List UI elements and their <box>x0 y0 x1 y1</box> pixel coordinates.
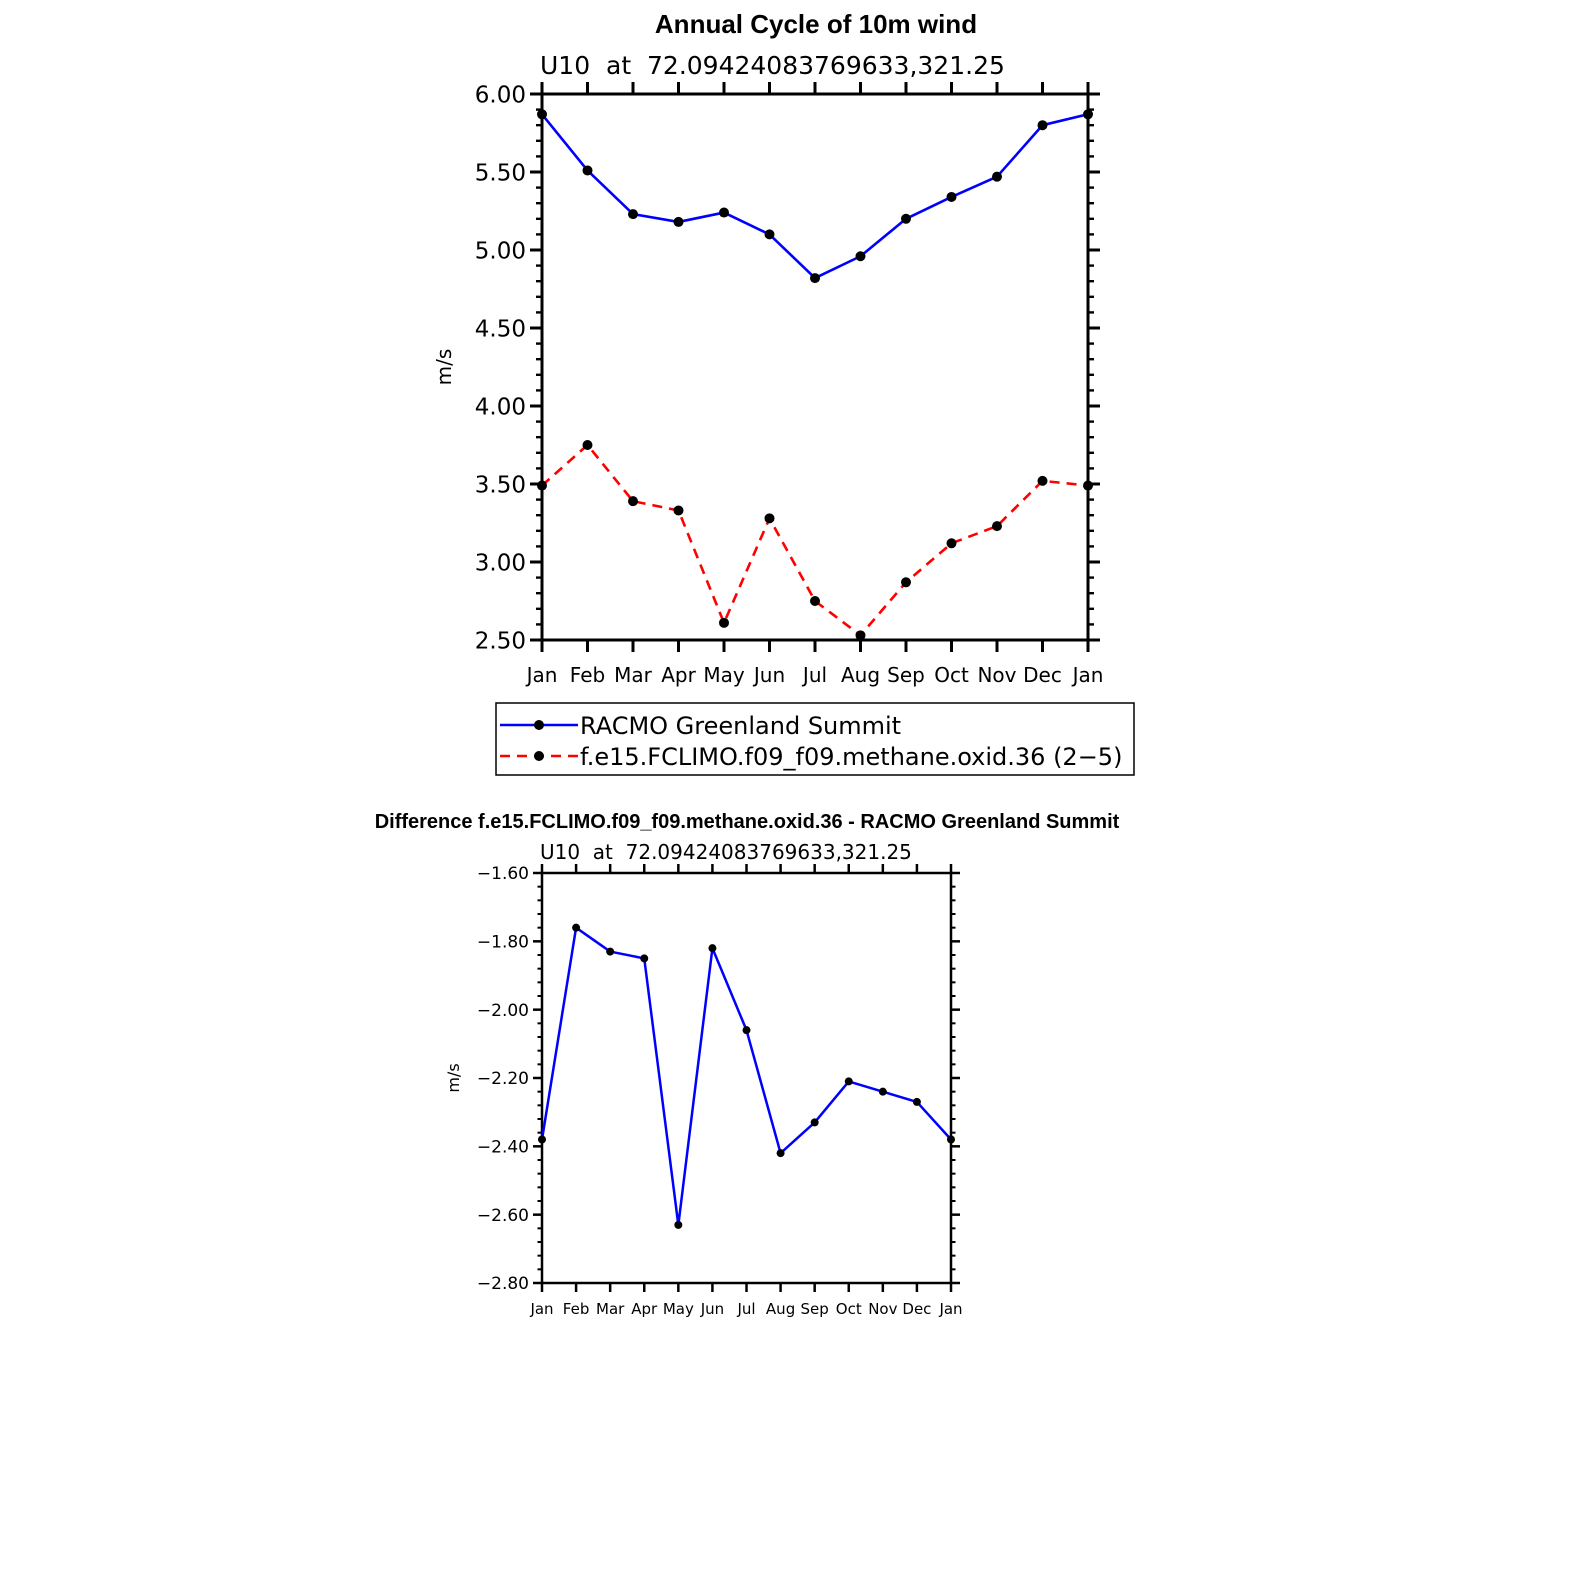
chart2-series-0-point <box>572 923 581 932</box>
chart1-xtick-label: Aug <box>841 663 880 687</box>
chart1-series-0-point <box>946 191 957 202</box>
chart2-xtick-label: Jan <box>938 1300 962 1318</box>
legend-box <box>495 702 1135 776</box>
chart1-ytick-label: 5.00 <box>475 238 526 264</box>
chart2-series-0-point <box>878 1087 887 1096</box>
chart1-series-0-point <box>855 251 866 262</box>
chart2-series-0-point <box>810 1118 819 1127</box>
chart1-xtick-label: Jan <box>525 663 558 687</box>
chart1-xtick-label: Jun <box>752 663 785 687</box>
chart1-series-1-line <box>541 443 1089 637</box>
chart2-ylabel: m/s <box>444 1063 463 1092</box>
chart2-xtick-label: Jul <box>736 1300 755 1318</box>
chart2-series-0-point <box>538 1135 546 1144</box>
chart2-ytick-label: −1.80 <box>477 932 529 952</box>
chart2-ytick-label: −2.80 <box>477 1274 529 1294</box>
chart1-xtick-label: Mar <box>614 663 653 687</box>
chart1-series-1-point <box>719 617 729 628</box>
chart1-title: Annual Cycle of 10m wind <box>655 9 977 39</box>
chart2-subtitle: U10 at 72.09424083769633,321.25 <box>540 840 912 864</box>
legend-label-1: f.e15.FCLIMO.f09_f09.methane.oxid.36 (2−… <box>580 743 1122 771</box>
chart2-plot-frame <box>540 871 953 1285</box>
chart1-ytick-label: 2.50 <box>475 628 526 654</box>
chart1-ytick-label: 4.00 <box>475 394 526 420</box>
chart2-series-0-point <box>708 944 717 953</box>
chart1-series-0-point <box>537 109 547 120</box>
chart2-series-0-point <box>742 1026 751 1035</box>
chart2-ytick-label: −2.60 <box>477 1206 529 1226</box>
chart1-series-0-point <box>628 209 638 220</box>
chart1-xtick-label: May <box>703 663 745 687</box>
chart1-series-0-point <box>673 216 684 227</box>
chart1-series-0-point <box>582 165 593 176</box>
chart2-title: Difference f.e15.FCLIMO.f09_f09.methane.… <box>375 811 1120 833</box>
legend-label-0: RACMO Greenland Summit <box>580 712 901 740</box>
chart1-series-0-point <box>1037 120 1048 131</box>
chart1-series-1-point <box>992 521 1002 532</box>
chart2-series-0-line <box>540 926 952 1227</box>
chart1-series-1-point <box>901 577 911 588</box>
chart1-ytick-label: 3.00 <box>475 550 526 576</box>
chart2-series-0-point <box>947 1135 955 1144</box>
chart1-series-1-point <box>537 480 547 491</box>
chart2-xtick-label: Apr <box>631 1300 658 1318</box>
chart1-ytick-label: 4.50 <box>475 316 526 342</box>
chart1-xtick-label: Jul <box>801 663 827 687</box>
chart1-series-1-point <box>946 538 957 549</box>
chart1-legend: RACMO Greenland Summit f.e15.FCLIMO.f09_f… <box>495 702 1135 776</box>
chart2-xtick-label: Aug <box>766 1300 795 1318</box>
chart2-ytick-label: −2.00 <box>477 1001 529 1021</box>
chart1-xtick-label: Jan <box>1071 663 1104 687</box>
chart2-xtick-label: Oct <box>836 1300 862 1318</box>
chart1-series-1-point <box>673 505 684 516</box>
chart1-ytick-label: 6.00 <box>475 82 526 108</box>
chart2-xtick-label: May <box>663 1300 694 1318</box>
chart1-series-1-point <box>1037 475 1048 486</box>
chart2-xtick-label: Nov <box>868 1300 897 1318</box>
chart2-xtick-label: Jan <box>529 1300 553 1318</box>
chart2-series-0-point <box>606 947 615 956</box>
chart1-plot-frame <box>540 92 1090 642</box>
chart1-series-0-point <box>764 229 775 240</box>
chart2-ytick-label: −1.60 <box>477 864 529 884</box>
chart1-series-1-point <box>810 596 820 606</box>
chart2-xtick-label: Sep <box>801 1300 829 1318</box>
chart1-series-1-point <box>764 513 775 524</box>
chart1-xtick-label: Sep <box>887 663 925 687</box>
chart1-ytick-label: 5.50 <box>475 160 526 186</box>
chart1-xtick-label: Apr <box>661 663 696 687</box>
chart1-series-0-point <box>992 171 1002 182</box>
chart2-xtick-label: Jun <box>700 1300 724 1318</box>
chart1-subtitle: U10 at 72.09424083769633,321.25 <box>540 51 1005 80</box>
legend-marker-1 <box>534 751 544 761</box>
chart1-series-1-point <box>1083 480 1093 491</box>
chart2-ytick-label: −2.20 <box>477 1069 529 1089</box>
chart2-xtick-label: Mar <box>596 1300 625 1318</box>
chart2-ytick-label: −2.40 <box>477 1137 529 1157</box>
chart1-series-0-line <box>540 113 1089 280</box>
chart1-series-1-point <box>582 440 593 450</box>
chart1-series-1-point <box>855 630 866 641</box>
chart1-series-0-point <box>1083 109 1093 120</box>
chart2-xtick-label: Dec <box>902 1300 931 1318</box>
chart2-xtick-label: Feb <box>563 1300 590 1318</box>
chart1-series-0-point <box>810 273 820 284</box>
legend-marker-0 <box>534 720 544 730</box>
chart2-series-0-point <box>674 1220 683 1229</box>
chart2-series-0-point <box>844 1077 853 1086</box>
chart1-xtick-label: Oct <box>934 663 969 687</box>
chart1-series-0-point <box>719 207 729 218</box>
chart1-series-1-point <box>628 496 638 507</box>
chart1-ylabel: m/s <box>432 349 456 386</box>
chart2-series-0-point <box>912 1097 921 1106</box>
chart1-xtick-label: Dec <box>1023 663 1062 687</box>
chart1-series-0-point <box>901 213 911 224</box>
chart2-series-0-point <box>776 1149 785 1158</box>
chart1-ytick-label: 3.50 <box>475 472 526 498</box>
chart1-xtick-label: Nov <box>977 663 1016 687</box>
chart2-series-0-point <box>640 954 649 963</box>
chart1-xtick-label: Feb <box>570 663 605 687</box>
